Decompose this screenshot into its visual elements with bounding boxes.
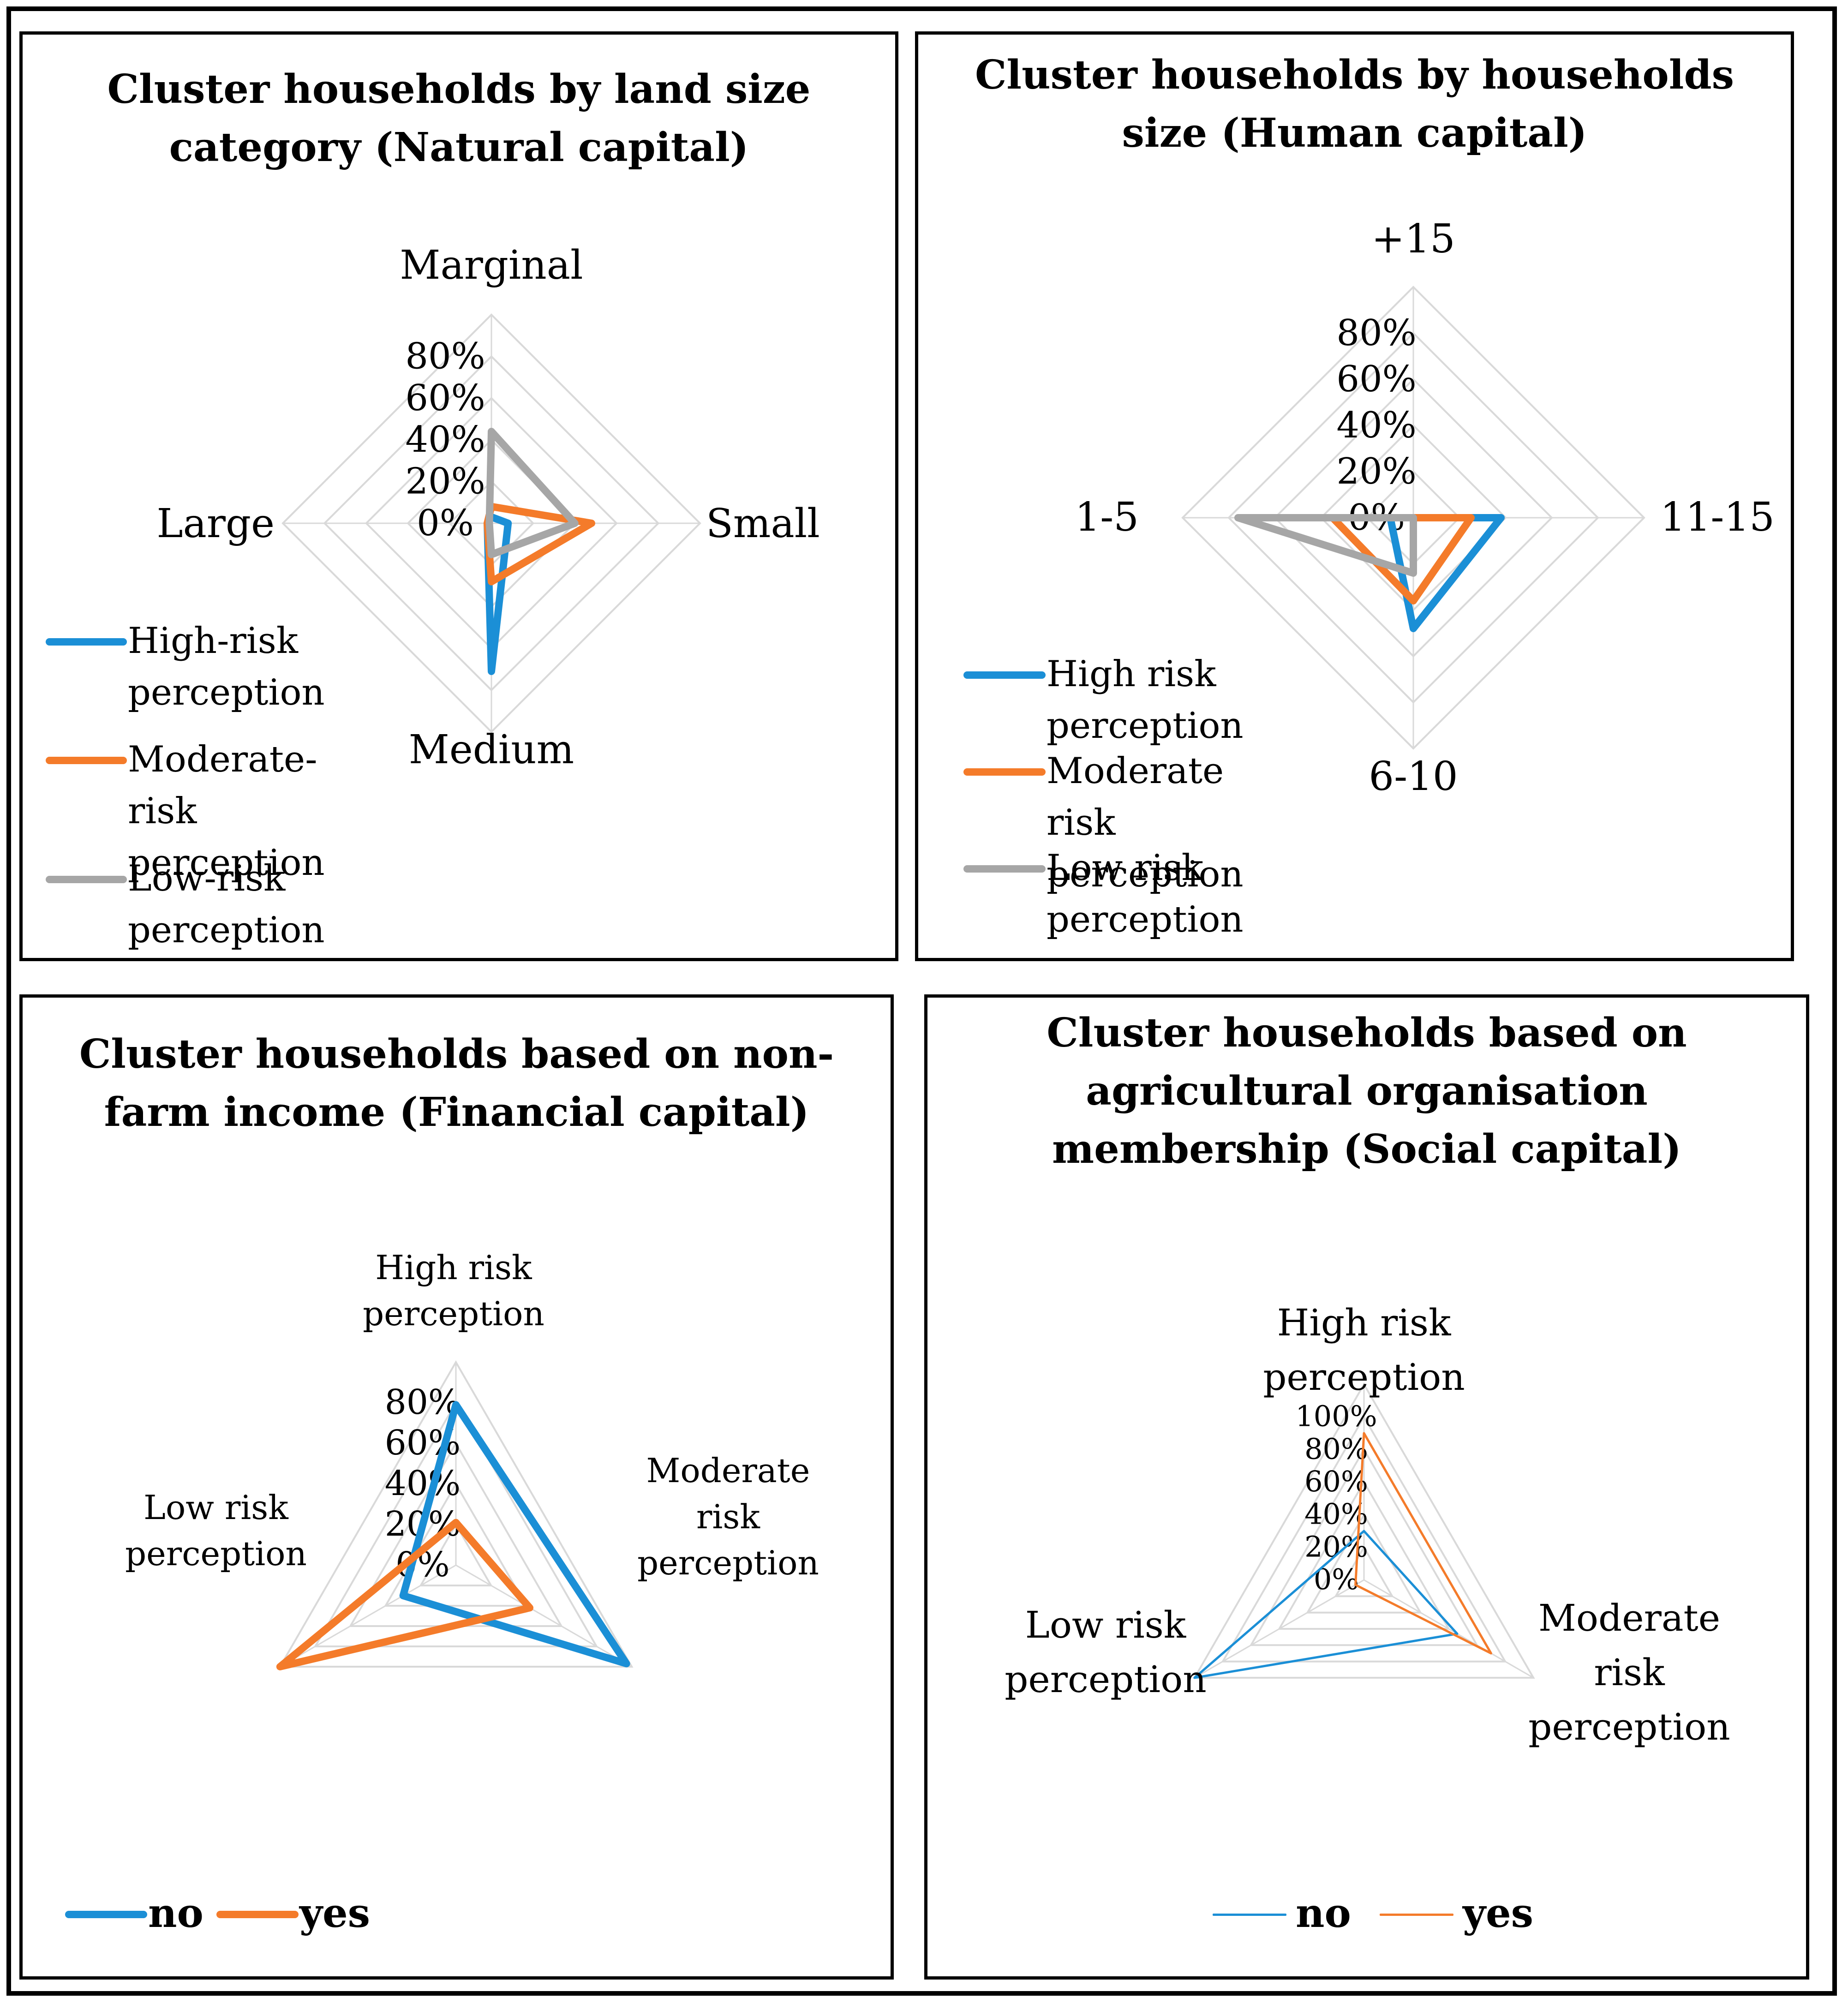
grid-ring — [278, 1360, 634, 1668]
legend-label: yes — [299, 1890, 371, 1937]
legend-label: no — [148, 1890, 203, 1937]
series-line-no — [1193, 1530, 1459, 1679]
grid-ring — [313, 1400, 598, 1647]
radial-tick-label: 80% — [405, 335, 485, 377]
axis-label-small: Small — [706, 501, 820, 547]
title-line: Cluster households by land size — [107, 66, 811, 113]
axis-label-high-risk-perception: High risk perception — [363, 1248, 544, 1333]
title-line: Cluster households based on — [1047, 1010, 1687, 1056]
legend-swatch — [963, 768, 1046, 776]
axis-label-11-15: 11-15 — [1660, 494, 1775, 540]
radial-tick-label: 60% — [1304, 1465, 1368, 1498]
title-line: membership (Social capital) — [1052, 1126, 1681, 1172]
panel-organisation-membership: Cluster households based on agricultural… — [924, 994, 1809, 1980]
radar-chart-non-farm-income: 0%20%40%60%80%High risk perceptionModerat… — [125, 1248, 819, 1670]
radial-tick-label: 40% — [405, 419, 485, 461]
legend-label: Low risk perception — [1047, 847, 1244, 940]
radial-tick-label: 40% — [385, 1464, 461, 1503]
radial-tick-label: 20% — [1336, 451, 1416, 492]
legend-label: no — [1296, 1890, 1351, 1937]
title-line: size (Human capital) — [1122, 110, 1587, 156]
axis-label-moderate-risk-perception: Moderate risk perception — [1528, 1597, 1730, 1748]
radial-tick-label: 80% — [385, 1382, 461, 1422]
legend-swatch — [216, 1911, 299, 1918]
radar-chart-land-size: 0%20%40%60%80% Marginal Small Medium Large — [157, 242, 820, 773]
legend-swatch — [963, 671, 1046, 679]
grid-spoke — [1194, 1579, 1364, 1679]
chart-title: Cluster households based on non- farm in… — [23, 1025, 891, 1142]
panel-land-size: Cluster households by land size category… — [19, 31, 898, 961]
radial-tick-label: 80% — [1336, 312, 1416, 354]
radial-tick-label: 60% — [405, 377, 485, 419]
radar-chart-organisation-membership: 0%20%40%60%80%100%High risk perceptionMod… — [1005, 1301, 1730, 1748]
axis-label-large: Large — [157, 501, 275, 547]
axis-label-6-10: 6-10 — [1369, 754, 1458, 800]
legend-label: Moderate-risk perception — [128, 739, 325, 884]
axis-label-marginal: Marginal — [400, 242, 583, 288]
axis-label-moderate-risk-perception: Moderate risk perception — [637, 1451, 819, 1582]
grid-ring — [1334, 1545, 1394, 1597]
radial-tick-label: 40% — [1304, 1497, 1368, 1531]
axis-label-15: +15 — [1371, 216, 1455, 262]
legend-swatch — [963, 865, 1046, 873]
grid-spoke — [455, 1564, 632, 1668]
axis-label-high-risk-perception: High risk perception — [1263, 1301, 1465, 1399]
grid-spoke — [280, 1564, 456, 1668]
radial-tick-label: 20% — [405, 461, 485, 502]
legend-swatch — [46, 638, 127, 646]
legend-swatch — [1380, 1914, 1453, 1916]
series-line-yes — [1354, 1432, 1492, 1655]
title-line: farm income (Financial capital) — [104, 1089, 809, 1136]
title-line: category (Natural capital) — [169, 124, 749, 171]
grid-ring — [1277, 1480, 1451, 1630]
legend-label: Low-risk perception — [128, 858, 325, 951]
series-line-low-risk-perception — [1234, 514, 1417, 577]
radial-tick-label: 100% — [1295, 1400, 1377, 1433]
legend-label: High-risk perception — [128, 620, 325, 713]
panel-household-size: Cluster households by households size (H… — [915, 31, 1794, 961]
legend-swatch — [65, 1911, 147, 1918]
radial-tick-label: 40% — [1336, 405, 1416, 446]
grid-spoke — [1364, 1579, 1534, 1679]
figure-frame — [6, 6, 1837, 1996]
axis-label-low-risk-perception: Low risk perception — [125, 1488, 307, 1573]
legend-swatch — [1213, 1914, 1286, 1916]
legend-swatch — [46, 757, 127, 764]
legend-label: Moderate risk perception — [1047, 750, 1244, 895]
chart-title: Cluster households by land size category… — [23, 60, 895, 177]
grid-ring — [419, 1522, 493, 1586]
panel-non-farm-income: Cluster households based on non- farm in… — [19, 994, 894, 1980]
radial-tick-label: 0% — [417, 502, 474, 544]
radial-tick-label: 80% — [1304, 1432, 1368, 1466]
title-line: agricultural organisation — [1086, 1068, 1648, 1114]
axis-label-low-risk-perception: Low risk perception — [1005, 1603, 1207, 1701]
title-line: Cluster households based on non- — [79, 1031, 834, 1077]
axis-label-medium: Medium — [409, 727, 574, 773]
grid-ring — [1249, 1448, 1479, 1646]
legend-label: High risk perception — [1047, 653, 1244, 747]
radial-tick-label: 60% — [1336, 359, 1416, 400]
series-line-low-risk-perception — [485, 428, 579, 558]
legend-swatch — [46, 876, 127, 883]
series-line-no — [399, 1401, 630, 1668]
grid-ring — [1221, 1415, 1507, 1663]
grid-ring — [1193, 1382, 1535, 1679]
chart-title: Cluster households by households size (H… — [918, 46, 1791, 162]
axis-label-1-5: 1-5 — [1075, 494, 1139, 540]
title-line: Cluster households by households — [975, 52, 1734, 98]
legend-label: yes — [1463, 1890, 1534, 1937]
series-line-yes — [276, 1519, 533, 1670]
chart-title: Cluster households based on agricultural… — [927, 1004, 1806, 1178]
